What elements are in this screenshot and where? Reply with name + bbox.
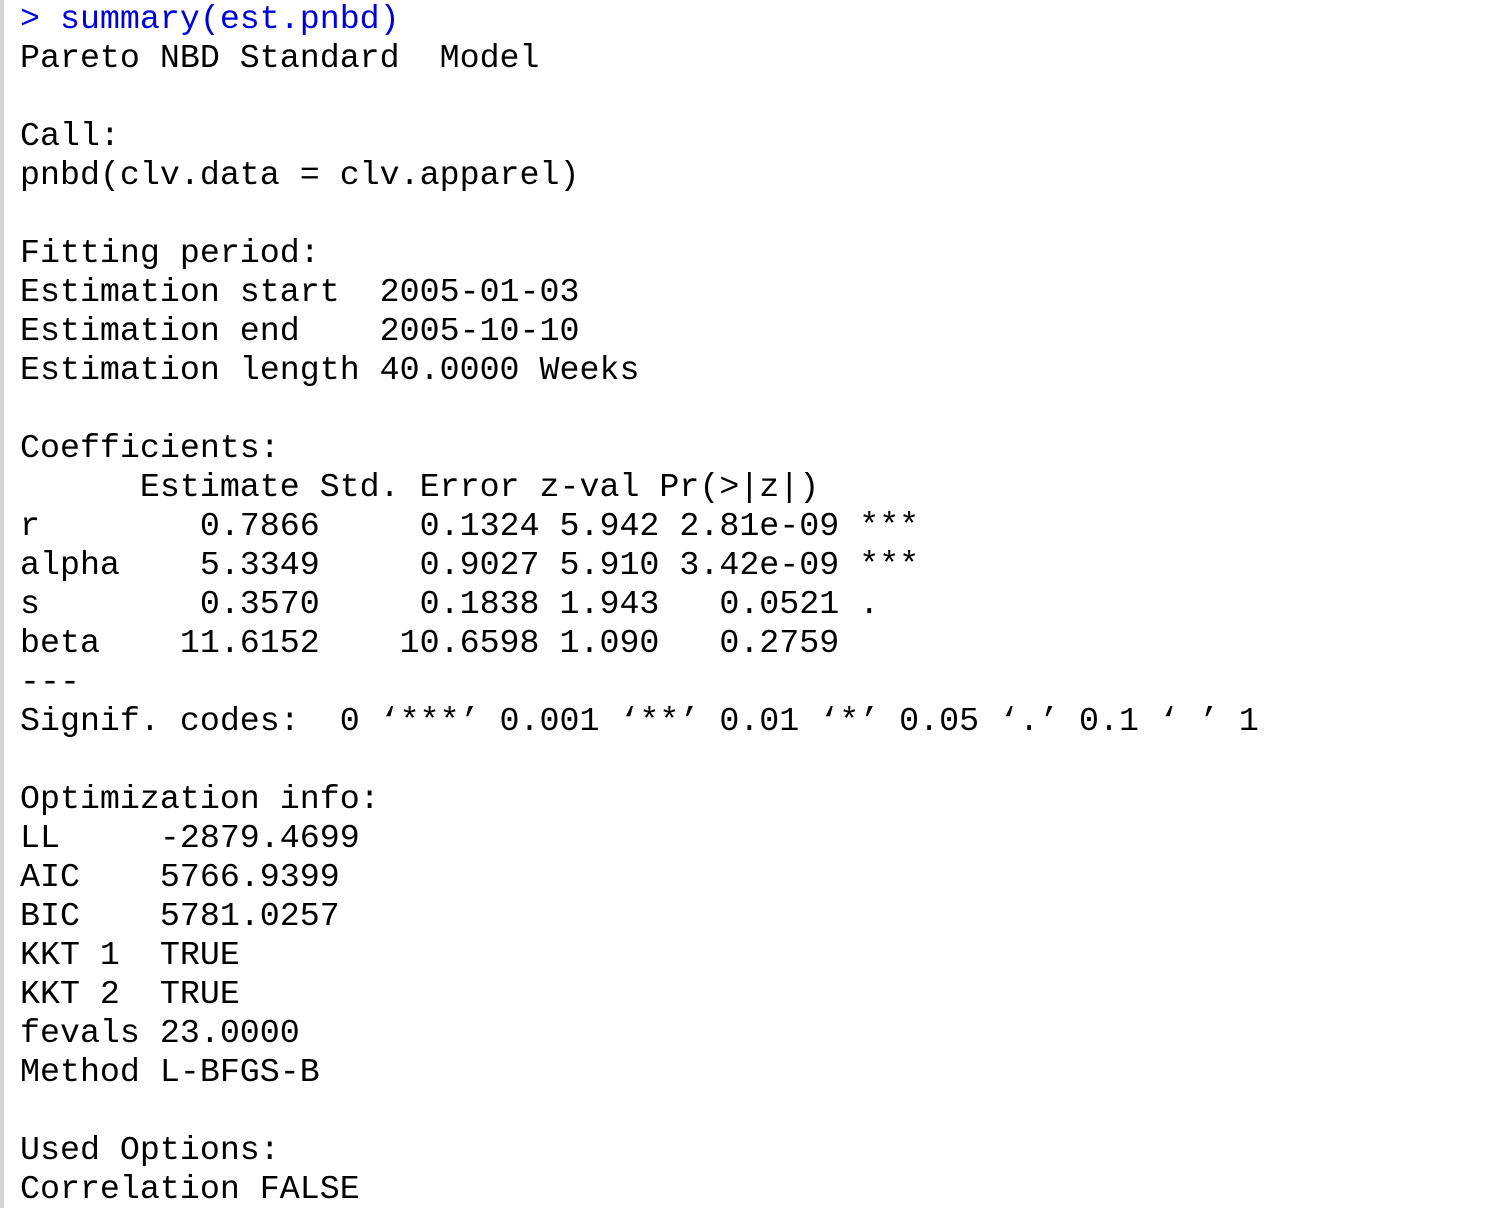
console-output-line [20, 390, 1259, 429]
console-output-line [20, 1092, 1259, 1131]
console-output-line: Estimate Std. Error z-val Pr(>|z|) [20, 468, 820, 506]
console-output-line: Used Options: [20, 1131, 280, 1169]
console-output-line: Pareto NBD Standard Model [20, 39, 540, 77]
console-output-line: s 0.3570 0.1838 1.943 0.0521 . [20, 585, 880, 623]
console-command: > summary(est.pnbd) [20, 0, 400, 38]
console-output-line: Fitting period: [20, 234, 320, 272]
console-output-line: pnbd(clv.data = clv.apparel) [20, 156, 580, 194]
console-output-line [20, 195, 1259, 234]
console-output-line: Estimation length 40.0000 Weeks [20, 351, 640, 389]
console-output-line: LL -2879.4699 [20, 819, 360, 857]
console-output-line: Signif. codes: 0 ‘***’ 0.001 ‘**’ 0.01 ‘… [20, 702, 1259, 740]
r-console-output: > summary(est.pnbd) Pareto NBD Standard … [20, 0, 1259, 1209]
console-output-line: Optimization info: [20, 780, 380, 818]
console-output-line: Call: [20, 117, 120, 155]
console-output-line: beta 11.6152 10.6598 1.090 0.2759 [20, 624, 840, 662]
console-output-line: AIC 5766.9399 [20, 858, 340, 896]
console-output-line: r 0.7866 0.1324 5.942 2.81e-09 *** [20, 507, 920, 545]
console-output-line: KKT 1 TRUE [20, 936, 240, 974]
console-output-line [20, 741, 1259, 780]
console-output-line: BIC 5781.0257 [20, 897, 340, 935]
console-output-line: Correlation FALSE [20, 1170, 360, 1208]
console-output-line: alpha 5.3349 0.9027 5.910 3.42e-09 *** [20, 546, 920, 584]
console-output-line: Method L-BFGS-B [20, 1053, 320, 1091]
console-output-line: --- [20, 663, 80, 701]
console-output-lines: Pareto NBD Standard Model Call: pnbd(clv.d… [20, 39, 1259, 1209]
console-output-line: KKT 2 TRUE [20, 975, 240, 1013]
console-left-border [0, 0, 4, 1208]
console-output-line: fevals 23.0000 [20, 1014, 300, 1052]
console-output-line [20, 78, 1259, 117]
console-output-line: Estimation start 2005-01-03 [20, 273, 580, 311]
console-output-line: Estimation end 2005-10-10 [20, 312, 580, 350]
console-output-line: Coefficients: [20, 429, 280, 467]
